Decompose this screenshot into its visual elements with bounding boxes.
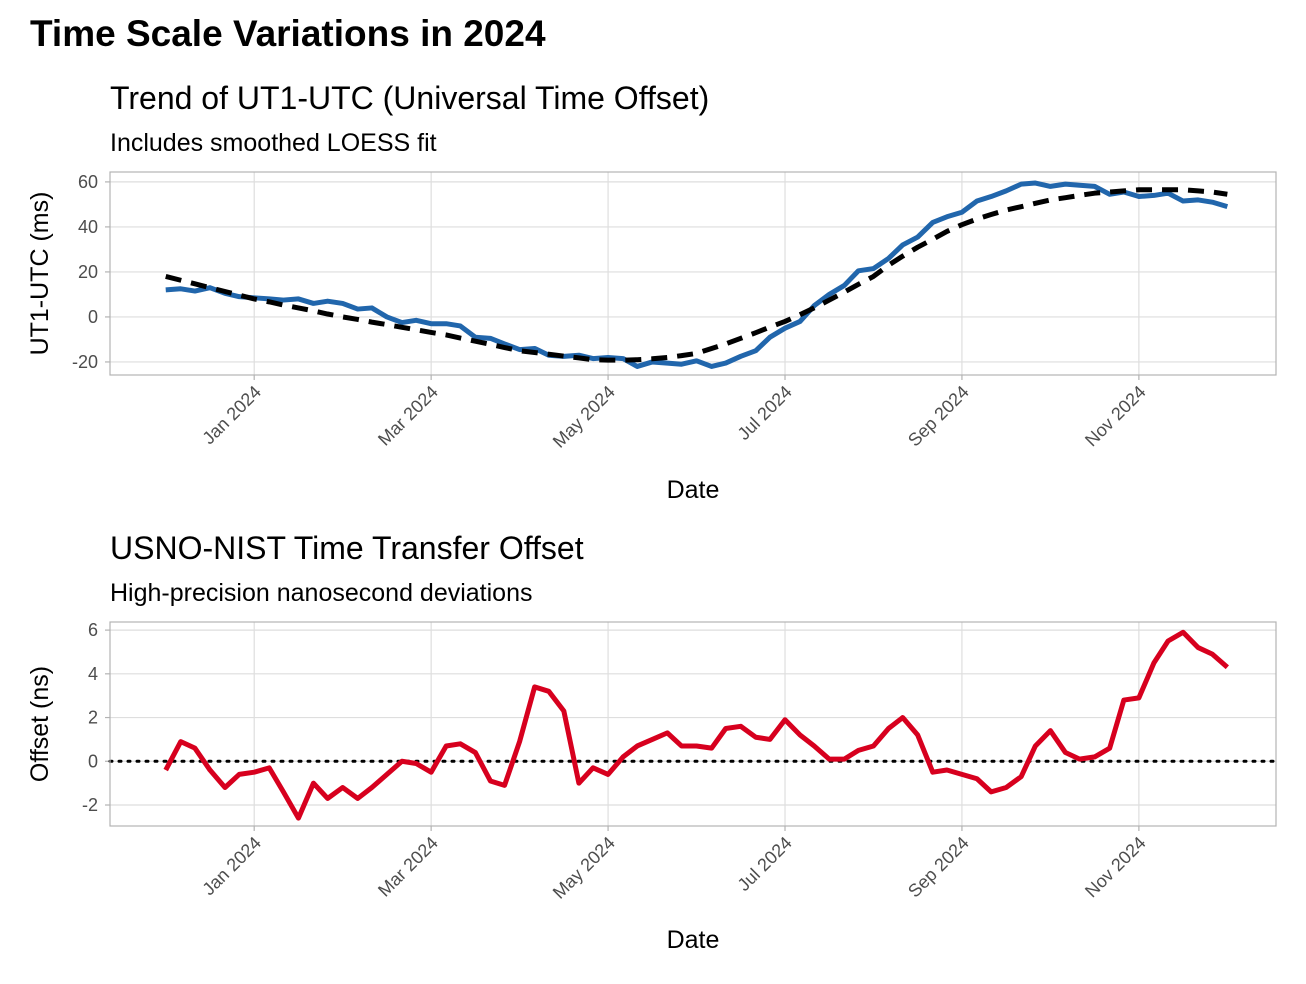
x-tick-label: Jul 2024 [734, 382, 796, 444]
y-tick-label: 6 [88, 620, 98, 640]
panel-subtitle: Includes smoothed LOESS fit [110, 129, 437, 157]
x-tick-label: Jan 2024 [199, 382, 266, 449]
x-axis-label: Date [667, 476, 720, 504]
x-tick-label: Mar 2024 [374, 382, 442, 450]
panel-title: USNO-NIST Time Transfer Offset [110, 530, 584, 566]
x-tick-label: May 2024 [549, 833, 619, 903]
y-tick-label: 60 [78, 172, 98, 192]
x-tick-label: Nov 2024 [1081, 382, 1150, 451]
x-tick-label: Jan 2024 [199, 833, 266, 900]
y-tick-label: 2 [88, 708, 98, 728]
y-tick-label: -20 [72, 352, 98, 372]
y-axis-label: Offset (ns) [26, 666, 54, 782]
y-tick-label: 40 [78, 217, 98, 237]
plot-border [109, 171, 1277, 376]
x-tick-label: Mar 2024 [374, 833, 442, 901]
plot-background [110, 172, 1276, 375]
plot-border [109, 621, 1277, 827]
x-tick-label: Sep 2024 [904, 382, 973, 451]
panel-title: Trend of UT1-UTC (Universal Time Offset) [110, 80, 709, 116]
y-tick-label: -2 [82, 795, 98, 815]
line-series [163, 629, 1229, 821]
y-tick-label: 20 [78, 262, 98, 282]
line-series [165, 180, 1229, 369]
x-tick-label: Jul 2024 [734, 833, 796, 895]
y-tick-label: 0 [88, 307, 98, 327]
x-tick-label: Sep 2024 [904, 833, 973, 902]
x-tick-label: Nov 2024 [1081, 833, 1150, 902]
panel-subtitle: High-precision nanosecond deviations [110, 579, 533, 607]
y-axis-label: UT1-UTC (ms) [26, 192, 54, 356]
plot-background [110, 622, 1276, 826]
y-tick-label: 4 [88, 664, 98, 684]
figure-title: Time Scale Variations in 2024 [30, 13, 546, 54]
x-tick-label: May 2024 [549, 382, 619, 452]
y-tick-label: 0 [88, 751, 98, 771]
x-axis-label: Date [667, 926, 720, 954]
